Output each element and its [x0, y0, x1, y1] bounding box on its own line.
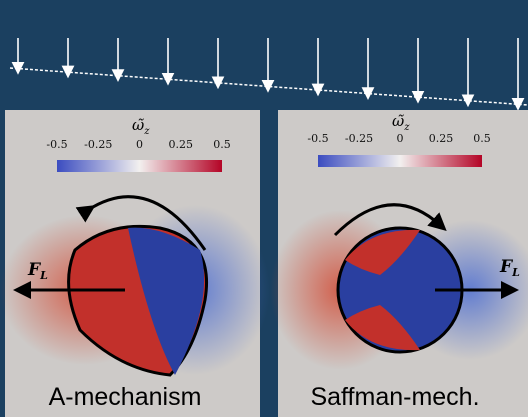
- page: FL ω̃z A-mechanism FL ω̃z Saffman-mech. …: [0, 0, 528, 417]
- colorbar-tick-label: -0.5: [46, 138, 67, 151]
- colorbar-tick-label: -0.25: [345, 132, 373, 145]
- colorbar-tick-label: 0.25: [169, 138, 194, 151]
- colorbar-tick-label: -0.25: [84, 138, 112, 151]
- colorbar-tick-label: 0: [397, 132, 404, 145]
- profile-line: [10, 68, 528, 105]
- colorbar-tick-label: 0: [136, 138, 143, 151]
- colorbar-tick-label: 0.5: [473, 132, 491, 145]
- caption: A-mechanism: [49, 383, 202, 411]
- figure: FL ω̃z A-mechanism FL ω̃z Saffman-mech. …: [0, 0, 528, 417]
- shear-arrows: [18, 38, 518, 106]
- colorbar-tick-label: -0.5: [307, 132, 328, 145]
- colorbar-tick-label: 0.5: [213, 138, 231, 151]
- colorbar-tick-label: 0.25: [429, 132, 454, 145]
- panel-left: FL ω̃z A-mechanism: [0, 110, 270, 417]
- caption: Saffman-mech.: [310, 383, 479, 411]
- panel-right: FL ω̃z Saffman-mech.: [270, 110, 528, 417]
